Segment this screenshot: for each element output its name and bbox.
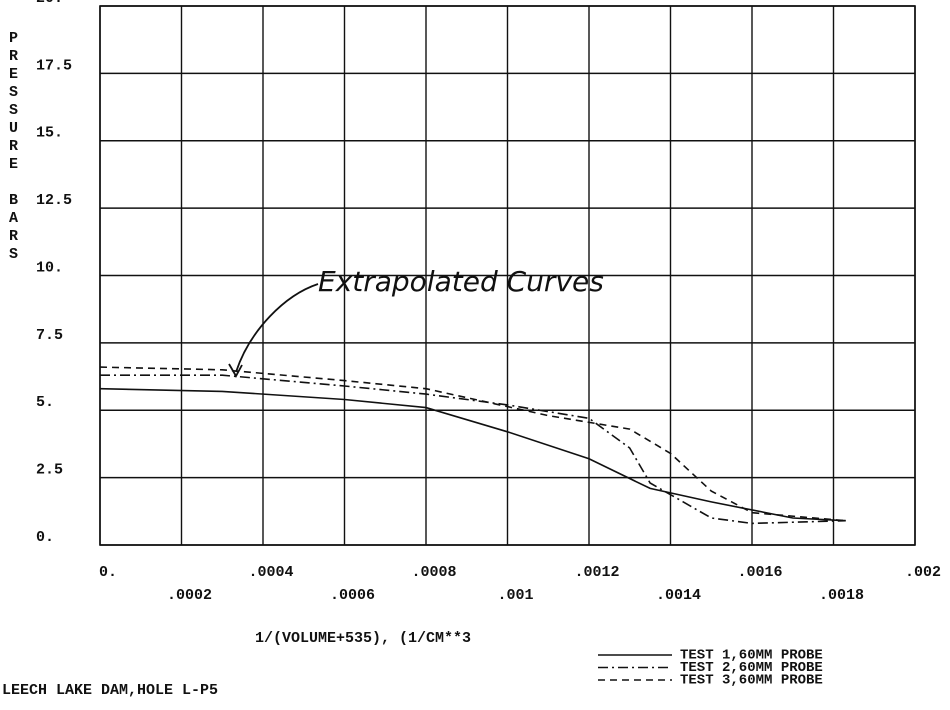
x-tick-label: .0014 xyxy=(656,587,701,604)
y-tick-label: 5. xyxy=(36,394,54,411)
y-tick-label: 17.5 xyxy=(36,57,72,74)
legend-label: TEST 1,60MM PROBE xyxy=(680,648,823,664)
x-tick-label: .0016 xyxy=(737,564,782,581)
x-tick-label: .0012 xyxy=(574,564,619,581)
y-axis-label: PRESSURE BARS xyxy=(5,30,22,264)
y-tick-label: 12.5 xyxy=(36,192,72,209)
plot-layer: 0. 2.5 5. 7.5 10. 12.5 15. 17.5 20. 0. .0002 .0004.… xyxy=(36,0,941,689)
legend-label: TEST 2,60MM PROBE xyxy=(680,660,823,676)
x-tick-label: .0002 xyxy=(167,587,212,604)
y-tick-label: 20. xyxy=(36,0,63,7)
x-tick-label: .0018 xyxy=(819,587,864,604)
x-tick-label: .001 xyxy=(497,587,533,604)
y-tick-label: 2.5 xyxy=(36,462,63,479)
x-tick-label: .0008 xyxy=(411,564,456,581)
x-tick-label: .0004 xyxy=(248,564,293,581)
series-line xyxy=(100,374,846,525)
footnote: LEECH LAKE DAM,HOLE L-P5 xyxy=(2,682,218,699)
annotation: Extrapolated Curves xyxy=(318,265,604,298)
x-tick-label: 0. xyxy=(99,564,117,581)
y-tick-label: 15. xyxy=(36,125,63,142)
annotation-arrow xyxy=(235,283,319,373)
x-axis-label: 1/(VOLUME+535), (1/CM**3 xyxy=(255,630,471,647)
y-tick-label: 7.5 xyxy=(36,327,63,344)
series-line xyxy=(99,366,846,522)
y-tick-label: 0. xyxy=(36,529,54,546)
legend-label: TEST 3,60MM PROBE xyxy=(680,673,823,689)
x-tick-label: .002 xyxy=(905,564,941,581)
annotation-arrowhead xyxy=(228,363,243,378)
y-tick-label: 10. xyxy=(36,259,63,276)
x-tick-label: .0006 xyxy=(330,587,375,604)
series-line xyxy=(99,387,846,522)
